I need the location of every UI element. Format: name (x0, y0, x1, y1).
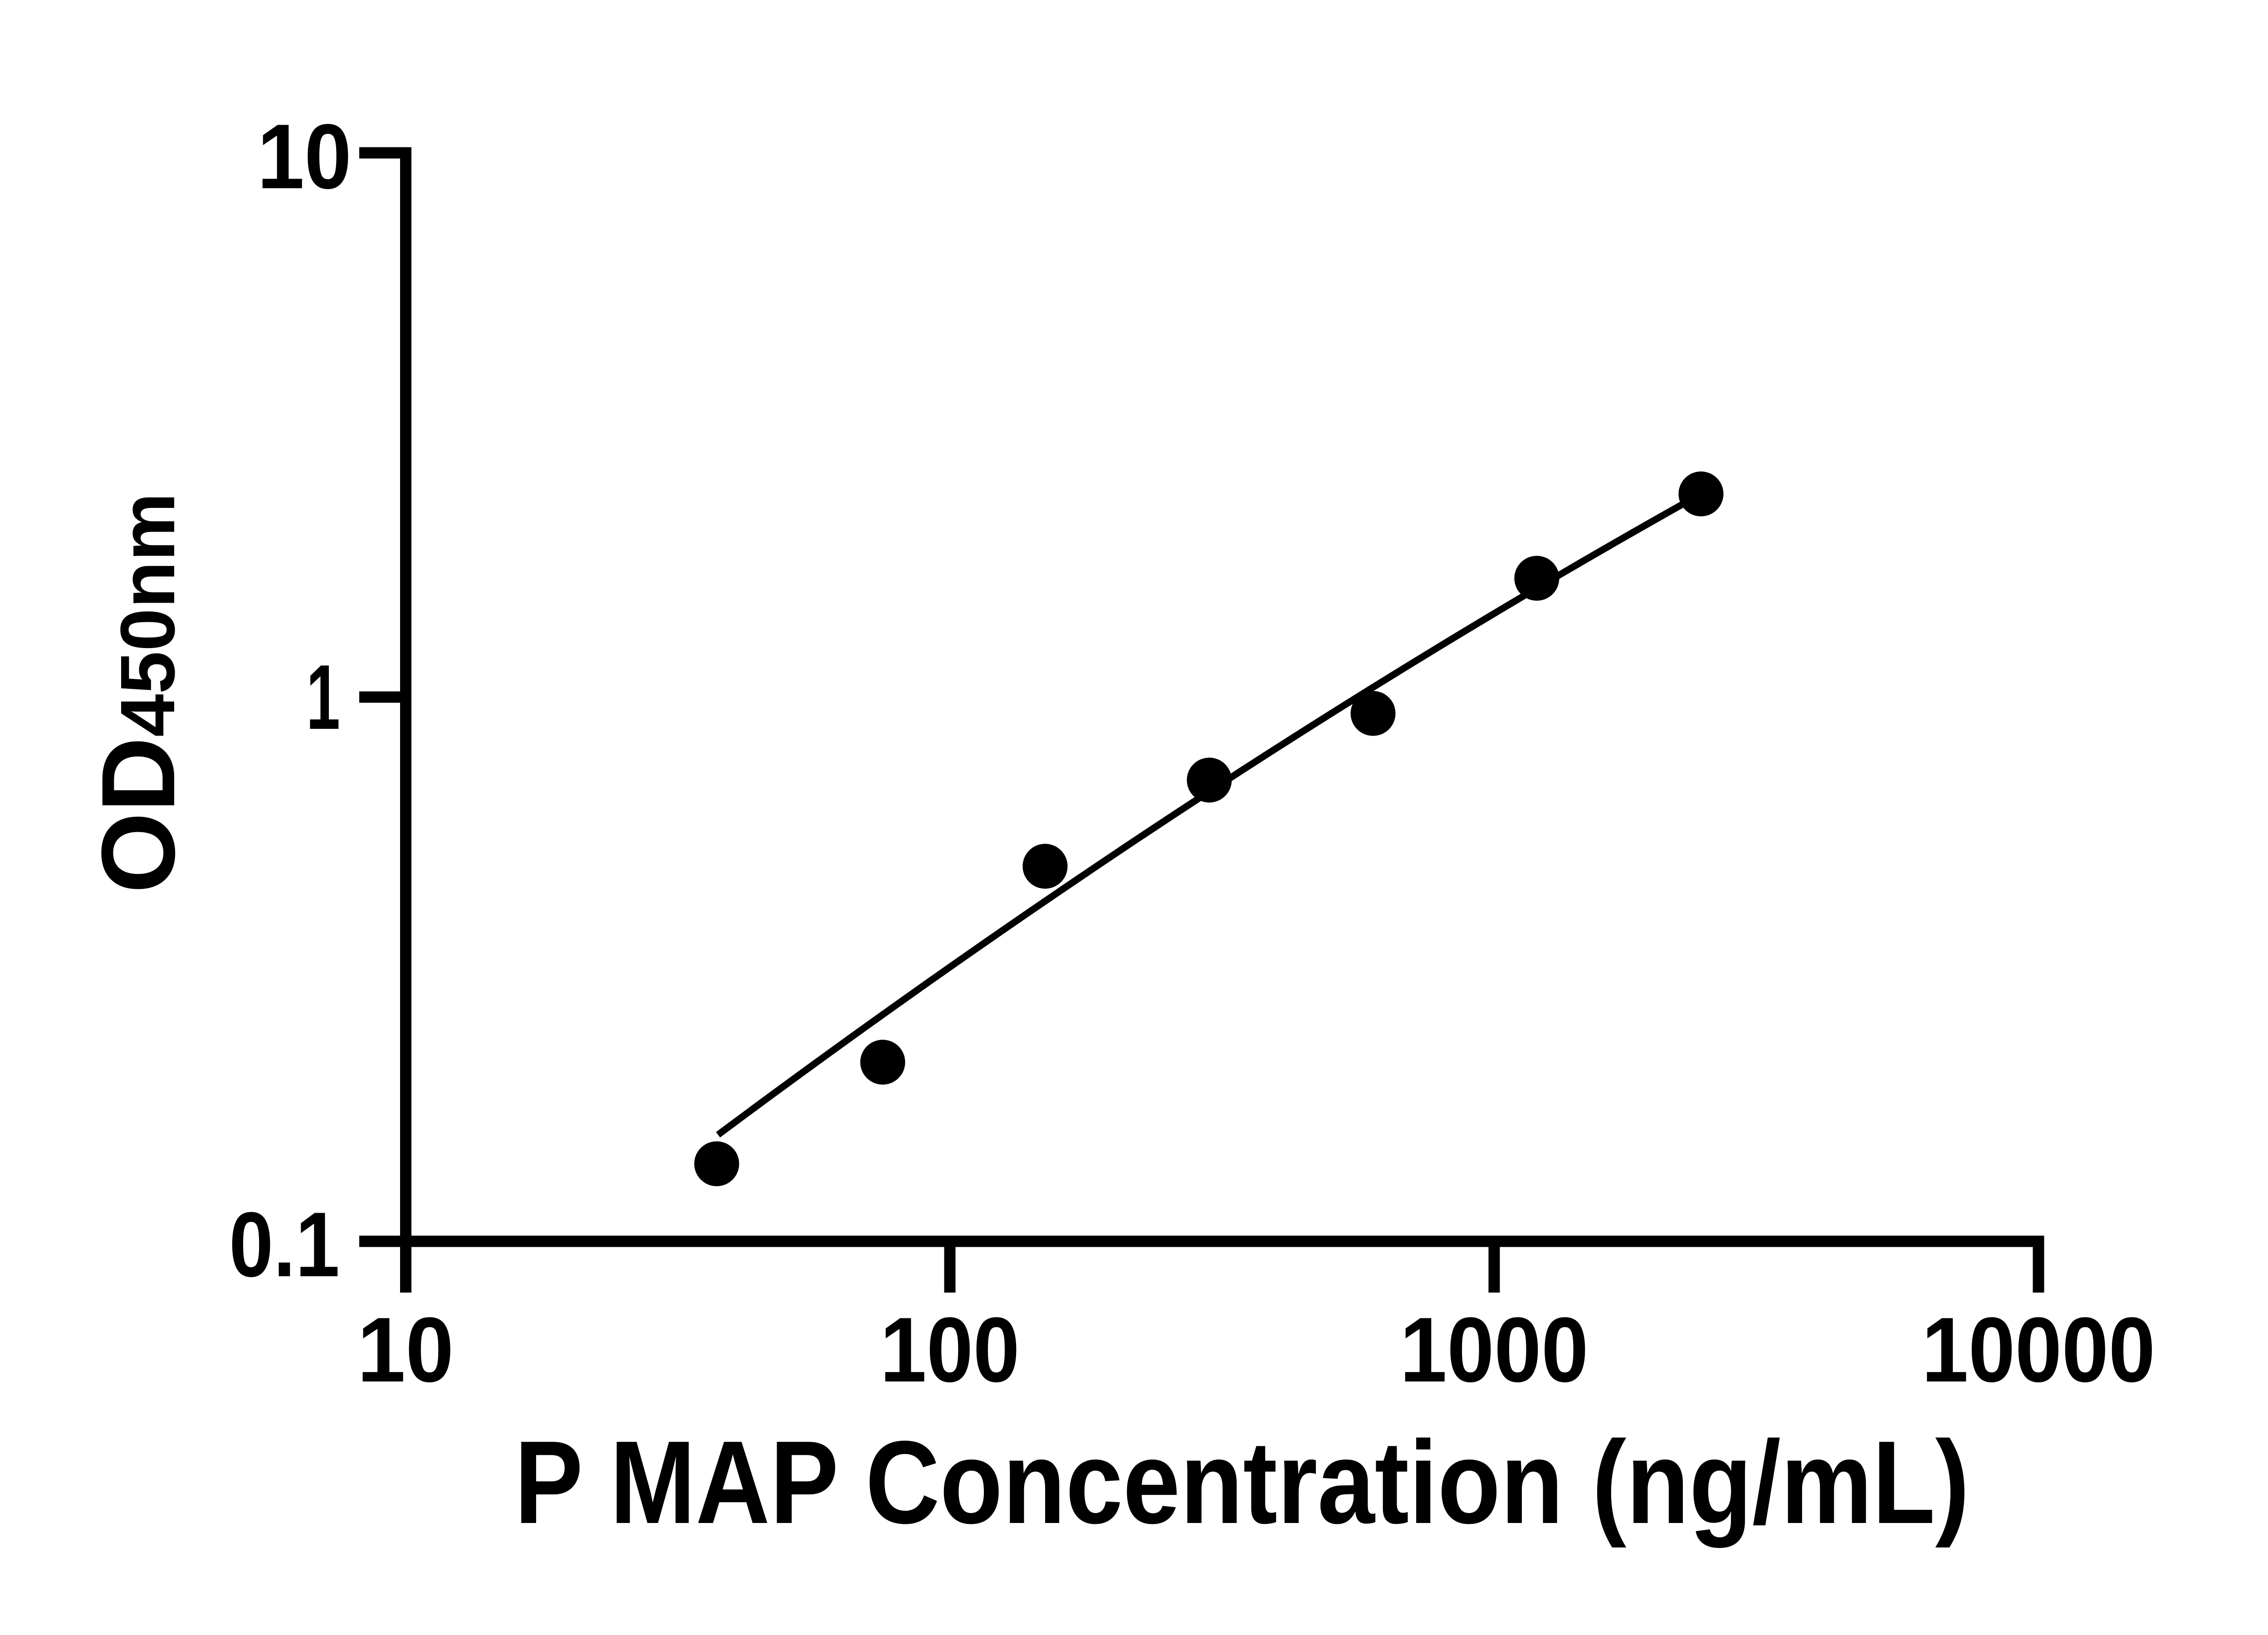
svg-text:OD450nm: OD450nm (80, 493, 196, 893)
svg-text:10000: 10000 (1922, 1298, 2156, 1401)
svg-text:10: 10 (357, 1298, 454, 1401)
svg-text:1: 1 (306, 646, 340, 749)
svg-text:0.1: 0.1 (229, 1193, 340, 1296)
svg-text:P MAP Concentration (ng/mL): P MAP Concentration (ng/mL) (514, 1417, 1970, 1549)
svg-text:100: 100 (880, 1298, 1020, 1401)
svg-text:1000: 1000 (1400, 1298, 1589, 1401)
svg-text:10: 10 (257, 105, 352, 208)
